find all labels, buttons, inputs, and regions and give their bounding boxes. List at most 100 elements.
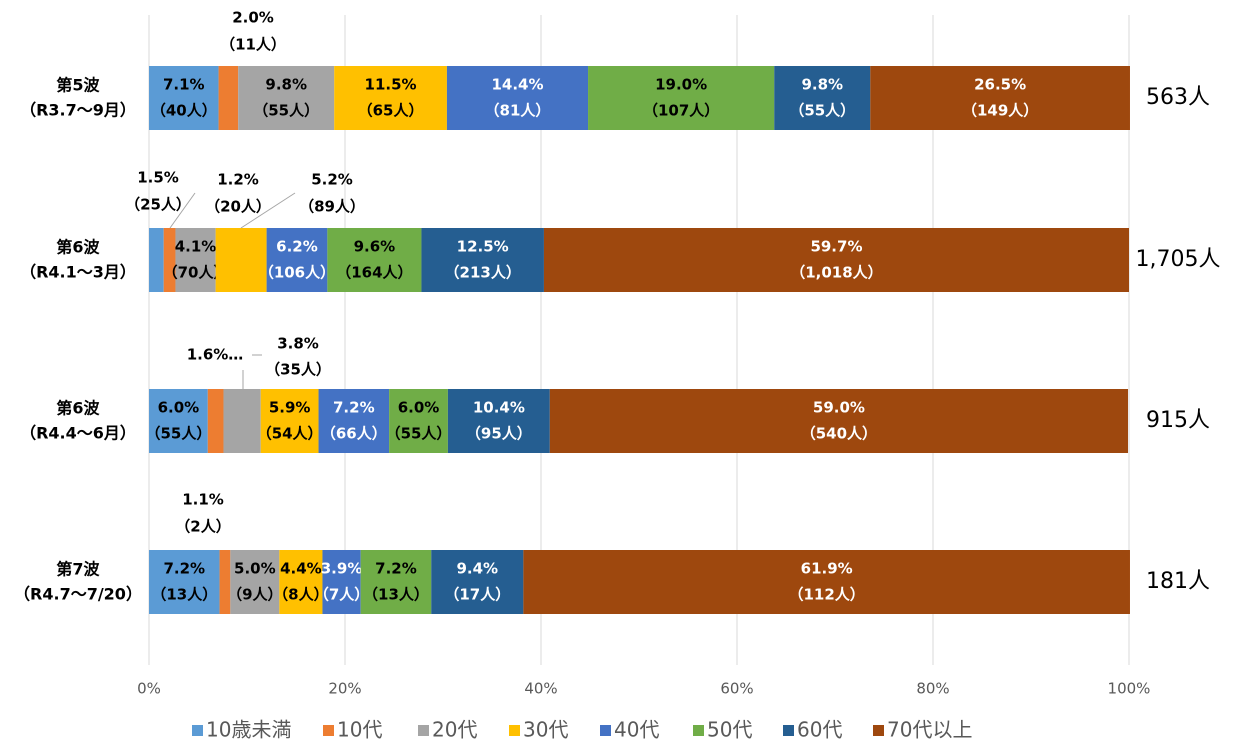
x-tick-label: 60% xyxy=(720,680,753,698)
bar-segment xyxy=(774,66,871,130)
value-label: 4.4% xyxy=(280,560,322,578)
legend-swatch xyxy=(418,725,429,736)
legend-label: 40代 xyxy=(614,718,659,742)
legend-label: 10歳未満 xyxy=(206,718,291,742)
value-label: 61.9% xyxy=(801,560,853,578)
value-label: 6.2% xyxy=(276,238,318,256)
count-label: （149人） xyxy=(962,102,1038,120)
total-label: 181人 xyxy=(1146,569,1210,594)
value-label: 7.2% xyxy=(163,560,205,578)
count-label: （55人） xyxy=(253,102,319,120)
value-label: 7.2% xyxy=(375,560,417,578)
value-label: 9.8% xyxy=(265,76,307,94)
count-label: （65人） xyxy=(358,102,424,120)
leader-line xyxy=(169,192,196,229)
value-label: 6.0% xyxy=(398,399,440,417)
bar-segment xyxy=(149,228,164,292)
value-label: 6.0% xyxy=(158,399,200,417)
count-label: （11人） xyxy=(220,36,286,54)
x-tick-label: 0% xyxy=(137,680,161,698)
legend-swatch xyxy=(783,725,794,736)
category-label: （R4.7～7/20） xyxy=(14,585,142,604)
count-label: （9人） xyxy=(227,586,282,604)
bar-segment xyxy=(588,66,775,130)
bar-segment xyxy=(279,550,323,614)
total-label: 915人 xyxy=(1146,408,1210,433)
bar-segment xyxy=(431,550,524,614)
bar-segment xyxy=(238,66,335,130)
legend-swatch xyxy=(192,725,203,736)
legend-label: 10代 xyxy=(337,718,382,742)
count-label: （17人） xyxy=(444,586,510,604)
count-label: （89人） xyxy=(299,198,365,216)
bar-segment xyxy=(360,550,432,614)
value-label: 5.9% xyxy=(269,399,311,417)
value-label: 1.2% xyxy=(217,171,259,189)
bar-segment xyxy=(389,389,448,453)
bar-segment xyxy=(260,389,319,453)
value-label: 5.2% xyxy=(311,171,353,189)
value-label: 59.7% xyxy=(810,238,862,256)
bar-segment xyxy=(223,389,261,453)
bar-segment xyxy=(549,389,1129,453)
legend-label: 70代以上 xyxy=(887,718,972,742)
value-label: 2.0% xyxy=(232,9,274,27)
legend-label: 60代 xyxy=(797,718,842,742)
bar-segment xyxy=(230,550,280,614)
x-tick-label: 20% xyxy=(328,680,361,698)
count-label: （55人） xyxy=(386,425,452,443)
value-label: 26.5% xyxy=(974,76,1026,94)
legend-swatch xyxy=(873,725,884,736)
bar-segment xyxy=(318,389,390,453)
bar-segment xyxy=(322,550,361,614)
value-label: 1.6%… xyxy=(187,346,244,364)
value-label: 59.0% xyxy=(813,399,865,417)
value-label: 4.1% xyxy=(175,238,217,256)
legend-swatch xyxy=(600,725,611,736)
bar-segment xyxy=(175,228,216,292)
leader-line xyxy=(240,192,296,229)
bar-segment xyxy=(447,389,550,453)
count-label: （55人） xyxy=(145,425,211,443)
value-label: 14.4% xyxy=(491,76,543,94)
count-label: （55人） xyxy=(789,102,855,120)
value-label: 10.4% xyxy=(473,399,525,417)
value-label: 9.4% xyxy=(456,560,498,578)
bar-segment xyxy=(149,550,220,614)
category-label: （R4.1～3月） xyxy=(20,263,136,282)
value-label: 12.5% xyxy=(457,238,509,256)
bar-segment xyxy=(870,66,1130,130)
count-label: （54人） xyxy=(257,425,323,443)
count-label: （35人） xyxy=(265,361,331,379)
count-label: （112人） xyxy=(789,586,865,604)
count-label: （107人） xyxy=(643,102,719,120)
count-label: （81人） xyxy=(485,102,551,120)
count-label: （1,018人） xyxy=(790,264,882,282)
legend-swatch xyxy=(509,725,520,736)
x-tick-label: 40% xyxy=(524,680,557,698)
value-label: 5.0% xyxy=(234,560,276,578)
legend-swatch xyxy=(323,725,334,736)
bar-segment xyxy=(219,550,231,614)
category-label: 第6波 xyxy=(56,238,100,257)
count-label: （540人） xyxy=(801,425,877,443)
bar-segment xyxy=(163,228,176,292)
count-label: （40人） xyxy=(151,102,217,120)
value-label: 1.1% xyxy=(182,491,224,509)
legend-swatch xyxy=(693,725,704,736)
category-label: （R4.4～6月） xyxy=(20,424,136,443)
value-label: 7.1% xyxy=(163,76,205,94)
count-label: （213人） xyxy=(445,264,521,282)
value-label: 3.9% xyxy=(321,560,363,578)
category-label: 第5波 xyxy=(56,76,100,95)
value-label: 9.8% xyxy=(801,76,843,94)
x-tick-label: 100% xyxy=(1108,680,1151,698)
total-label: 1,705人 xyxy=(1136,247,1221,272)
bar-segment xyxy=(327,228,422,292)
value-label: 11.5% xyxy=(365,76,417,94)
value-label: 1.5% xyxy=(137,169,179,187)
bar-segment xyxy=(543,228,1129,292)
bar-segment xyxy=(421,228,544,292)
x-tick-label: 80% xyxy=(916,680,949,698)
